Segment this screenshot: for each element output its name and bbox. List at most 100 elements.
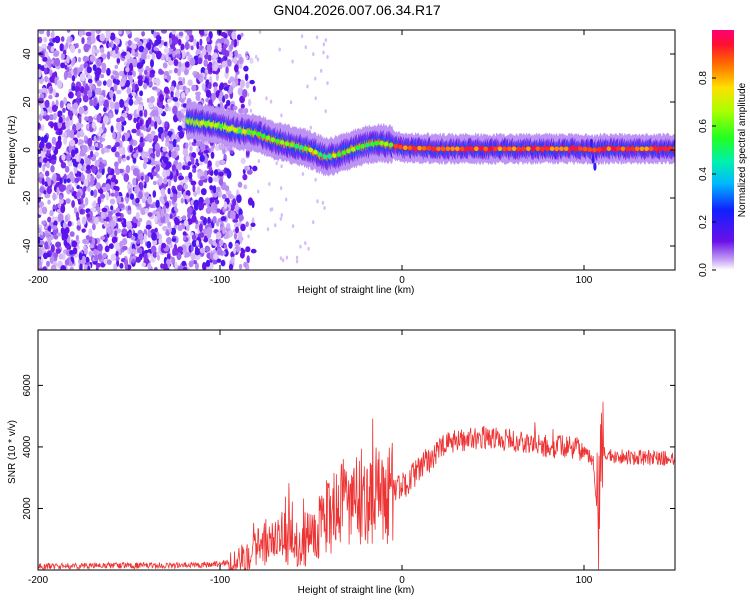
spectrogram-noise-point <box>280 113 283 118</box>
spectrogram-noise-point <box>126 221 132 227</box>
spectrogram-noise-point <box>46 186 52 195</box>
spectrogram-noise-point <box>199 160 203 166</box>
spectrogram-noise-point <box>60 265 67 270</box>
spectrogram-noise-point <box>69 267 74 270</box>
spectrogram-noise-point <box>151 52 156 61</box>
spectrogram-noise-point <box>162 62 168 69</box>
spectrogram-noise-point <box>177 224 183 231</box>
spectrogram-noise-point <box>46 161 50 169</box>
spectrogram-noise-point <box>212 52 219 60</box>
colorbar-ticks: 0.00.20.40.60.8 <box>698 71 716 277</box>
spectrogram-noise-point <box>237 34 242 41</box>
spectrogram-noise-point <box>252 165 258 172</box>
spectrogram-noise-point <box>182 231 187 237</box>
spectrogram-noise-point <box>250 248 257 254</box>
spectrogram-noise-point <box>126 86 132 95</box>
spectrogram-noise-point <box>118 30 123 35</box>
spectrogram-noise-point <box>40 50 45 59</box>
spectrogram-noise-point <box>191 234 197 241</box>
spectrogram-noise-point <box>234 49 238 57</box>
spectrogram-noise-point <box>109 101 115 110</box>
spectrogram-noise-point <box>120 77 127 83</box>
spectrogram-noise-point <box>307 246 310 251</box>
spectrogram-noise-point <box>236 194 242 203</box>
spectrogram-noise-point <box>109 198 116 205</box>
spectrogram-noise-point <box>178 31 184 37</box>
spectrogram-noise-point <box>208 82 212 90</box>
spectrogram-noise-point <box>99 33 106 42</box>
spectrogram-noise-point <box>223 201 228 210</box>
spectrogram-noise-point <box>231 31 237 40</box>
spectrogram-noise-point <box>83 62 89 69</box>
spectrogram-noise-point <box>170 90 174 98</box>
spectrogram-noise-point <box>47 225 52 232</box>
spectrogram-noise-point <box>78 252 83 261</box>
spectrogram-ridge-peak <box>615 146 621 152</box>
spectrogram-noise-point <box>190 45 194 51</box>
spectrogram-noise-point <box>226 59 232 67</box>
spectrogram-ridge-peak <box>511 146 517 152</box>
spectrogram-noise-point <box>220 160 226 165</box>
spectrogram-noise-point <box>121 112 128 118</box>
spectrogram-noise-point <box>131 91 136 97</box>
spectrogram-noise-point <box>183 184 188 190</box>
spectrogram-noise-point <box>125 107 129 112</box>
spectrogram-noise-point <box>130 43 137 50</box>
spectrogram-noise-point <box>215 160 220 168</box>
spectrogram-noise-point <box>73 67 78 76</box>
spectrogram-noise-point <box>51 225 58 230</box>
spectrogram-noise-point <box>216 56 222 64</box>
spectrogram-noise-point <box>143 109 148 118</box>
spectrogram-noise-point <box>39 173 45 178</box>
spectrogram-noise-point <box>95 262 101 268</box>
spectrogram-ridge-peak <box>322 154 328 160</box>
spectrogram-noise-point <box>123 173 130 183</box>
spectrogram-noise-point <box>177 125 183 132</box>
spectrogram-noise-point <box>172 105 178 115</box>
spectrogram-noise-point <box>289 100 293 105</box>
spectrogram-noise-point <box>44 193 51 199</box>
spectrogram-noise-point <box>113 185 118 190</box>
spectrogram-noise-point <box>152 78 158 84</box>
spectrogram-noise-point <box>144 192 150 198</box>
spectrogram-noise-point <box>252 85 256 93</box>
spectrogram-noise-point <box>193 260 197 265</box>
spectrogram-noise-point <box>145 224 152 230</box>
spectrogram-noise-point <box>38 46 43 52</box>
spectrogram-ridge-peak <box>346 148 351 154</box>
spectrogram-noise-point <box>100 235 106 241</box>
spectrogram-noise-point <box>99 135 103 144</box>
spectrogram-noise-point <box>218 171 224 177</box>
spectrogram-noise-point <box>137 78 143 87</box>
spectrogram-ridge-peak <box>237 128 242 134</box>
spectrogram-noise-point <box>200 215 205 221</box>
spectrogram-ridge-peak <box>554 146 559 152</box>
spectrogram-noise-point <box>181 92 186 99</box>
x-tick-label: 100 <box>576 575 593 586</box>
spectrogram-noise-point <box>157 254 160 261</box>
spectrogram-noise-point <box>74 177 80 184</box>
spectrogram-ridge-point <box>591 155 595 164</box>
spectrogram-noise-point <box>98 168 102 173</box>
spectrogram-noise-point <box>258 30 262 34</box>
spectrogram-noise-point <box>91 91 96 99</box>
spectrogram-noise-point <box>97 253 103 260</box>
spectrogram-noise-point <box>87 115 94 123</box>
spectrogram-noise-point <box>81 144 88 154</box>
spectrogram-noise-point <box>247 197 254 206</box>
spectrogram-noise-point <box>190 156 195 165</box>
spectrogram-noise-point <box>142 124 147 132</box>
spectrogram-ridge-peak <box>379 140 384 146</box>
spectrogram-noise-point <box>213 169 219 176</box>
spectrogram-noise-point <box>206 36 211 43</box>
spectrogram-noise-point <box>172 138 177 148</box>
spectrogram-noise-point <box>116 58 121 64</box>
spectrogram-noise-point <box>115 37 120 45</box>
spectrogram-noise-point <box>222 250 226 256</box>
spectrogram-noise-point <box>44 232 50 237</box>
spectrogram-noise-point <box>299 244 302 249</box>
spectrogram-ridge-peak <box>625 146 630 152</box>
spectrogram-noise-point <box>160 188 166 195</box>
spectrogram-noise-point <box>215 72 219 81</box>
